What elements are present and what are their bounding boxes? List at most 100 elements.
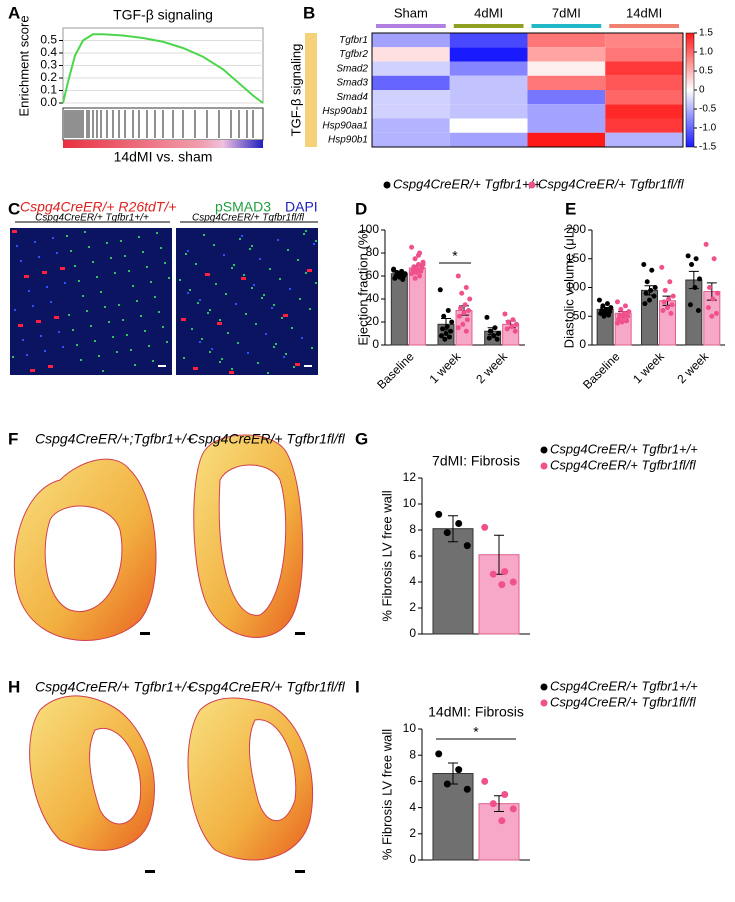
- cell-signal: [158, 311, 160, 313]
- cell-signal: [183, 357, 185, 359]
- cell-signal: [185, 253, 187, 255]
- panel-letter: C: [8, 199, 20, 218]
- data-point: [446, 334, 452, 340]
- colorbar-tick-label: 0.5: [699, 66, 713, 77]
- heat-cell: [372, 90, 450, 105]
- cell-signal: [56, 252, 58, 254]
- data-point: [604, 301, 610, 307]
- cell-signal: [211, 348, 213, 350]
- cell-signal: [209, 351, 211, 353]
- y-tick-label: 8: [409, 747, 416, 761]
- data-point: [437, 287, 443, 293]
- cell-signal: [50, 301, 52, 303]
- data-point: [491, 333, 497, 339]
- micrograph-signal: [12, 230, 317, 374]
- cell-signal: [124, 255, 126, 257]
- cell-signal: [199, 341, 201, 343]
- data-point: [487, 328, 493, 334]
- heat-cell: [449, 33, 528, 48]
- data-point: [505, 319, 511, 325]
- cell-signal: [28, 290, 30, 292]
- x-tick-label: 2 week: [473, 349, 510, 386]
- data-point: [501, 791, 509, 798]
- cell-signal: [136, 300, 138, 302]
- panel-letter: D: [355, 199, 367, 218]
- cell-signal: [311, 347, 313, 349]
- data-point: [494, 336, 500, 342]
- heat-cell: [449, 47, 528, 62]
- y-tick-label: 0.0: [40, 95, 57, 109]
- data-point: [498, 581, 506, 589]
- data-point: [649, 267, 655, 273]
- cell-signal: [64, 282, 66, 284]
- heat-cell: [449, 132, 528, 147]
- data-point: [463, 785, 471, 793]
- cell-signal: [130, 349, 132, 351]
- cell-signal: [271, 307, 273, 309]
- data-point: [412, 256, 418, 262]
- cell-signal: [80, 359, 82, 361]
- data-point: [481, 523, 489, 531]
- heat-cell: [605, 33, 683, 48]
- legend-marker: [540, 462, 548, 470]
- cell-signal: [187, 292, 189, 294]
- x-tick-label: Baseline: [580, 349, 623, 392]
- panel-letter: A: [8, 3, 20, 22]
- chart-title: TGF-β signaling: [113, 7, 213, 23]
- cell-signal: [283, 314, 288, 317]
- significance-mark: *: [473, 724, 479, 740]
- data-point: [619, 319, 625, 325]
- heart-section: [13, 458, 157, 641]
- data-point: [409, 244, 415, 250]
- data-point: [392, 275, 398, 281]
- data-point: [624, 318, 630, 324]
- data-point: [455, 520, 463, 527]
- data-point: [463, 542, 471, 550]
- cell-signal: [42, 271, 47, 274]
- heat-cell: [449, 104, 528, 119]
- y-axis-label: % Fibrosis LV free wall: [379, 490, 394, 621]
- data-point: [435, 750, 443, 758]
- cell-signal: [38, 256, 40, 258]
- data-point: [400, 276, 406, 282]
- data-point: [642, 301, 648, 307]
- cell-signal: [148, 345, 150, 347]
- cell-signal: [40, 335, 42, 337]
- data-point: [709, 313, 715, 319]
- cell-signal: [126, 334, 128, 336]
- cell-signal: [150, 281, 152, 283]
- data-point: [710, 296, 716, 302]
- cell-signal: [52, 237, 54, 239]
- y-tick-label: 0.2: [40, 70, 57, 84]
- cell-signal: [287, 249, 289, 251]
- data-point: [509, 805, 517, 813]
- cell-signal: [122, 319, 124, 321]
- cell-signal: [24, 275, 29, 278]
- cell-signal: [289, 288, 291, 290]
- cell-signal: [164, 262, 166, 264]
- data-point: [643, 290, 649, 296]
- cell-signal: [14, 309, 16, 311]
- cell-signal: [259, 258, 261, 260]
- cell-signal: [217, 322, 222, 325]
- cell-signal: [205, 273, 210, 276]
- cell-signal: [58, 331, 60, 333]
- cell-signal: [241, 235, 243, 237]
- cell-signal: [251, 287, 253, 289]
- heat-cell: [372, 132, 450, 147]
- cell-signal: [106, 242, 108, 244]
- cell-signal: [313, 243, 315, 245]
- legend-label: Cspg4CreER/+ Tgfbr1fl/fl: [550, 694, 697, 709]
- data-point: [626, 309, 632, 315]
- scale-bar: [295, 632, 305, 635]
- colorbar-tick-label: -1.0: [699, 123, 717, 134]
- heat-cell: [372, 61, 450, 76]
- data-point: [670, 293, 676, 299]
- legend-label: Cspg4CreER/+ Tgfbr1fl/fl: [538, 176, 685, 191]
- heat-cell: [372, 104, 450, 119]
- data-point: [435, 510, 443, 518]
- cell-signal: [26, 354, 28, 356]
- cell-signal: [233, 264, 235, 266]
- data-point: [601, 313, 607, 319]
- cell-signal: [160, 247, 162, 249]
